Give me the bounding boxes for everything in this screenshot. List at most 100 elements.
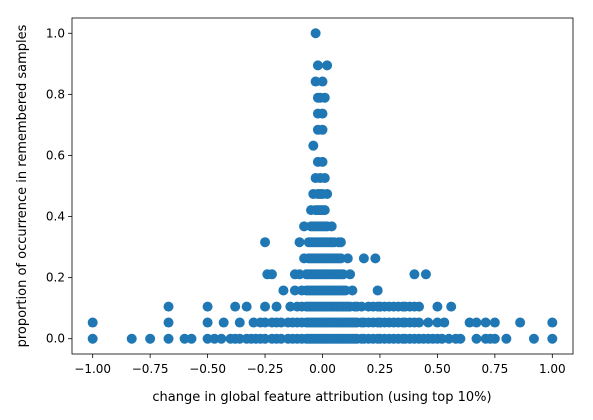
data-point (489, 317, 500, 328)
x-tick-label: −0.25 (247, 362, 284, 376)
x-tick-label: −0.75 (132, 362, 169, 376)
data-point (308, 140, 319, 151)
data-point (432, 317, 443, 328)
x-tick-label: 1.00 (539, 362, 566, 376)
y-tick-label: 0.0 (46, 332, 65, 346)
data-point (163, 317, 174, 328)
data-point (322, 60, 333, 71)
data-point (216, 333, 227, 344)
data-point (310, 76, 321, 87)
y-tick-label: 0.2 (46, 271, 65, 285)
data-point (414, 317, 425, 328)
data-point (319, 205, 330, 216)
data-point (294, 237, 305, 248)
data-point (319, 173, 330, 184)
x-tick-label: 0.25 (367, 362, 394, 376)
data-point (163, 333, 174, 344)
data-point (310, 28, 321, 39)
data-point (179, 333, 190, 344)
y-tick-label: 0.4 (46, 210, 65, 224)
data-point (285, 301, 296, 312)
data-point (234, 317, 245, 328)
data-point (248, 317, 259, 328)
data-point (455, 333, 466, 344)
data-point (317, 124, 328, 135)
data-point (241, 301, 252, 312)
data-point (340, 285, 351, 296)
data-point (218, 317, 229, 328)
data-point (335, 237, 346, 248)
data-point (322, 188, 333, 199)
data-point (501, 333, 512, 344)
data-point (312, 60, 323, 71)
data-point (338, 269, 349, 280)
data-point (446, 301, 457, 312)
data-point (423, 317, 434, 328)
data-point (414, 301, 425, 312)
data-point (317, 156, 328, 167)
x-tick-label: 0.50 (424, 362, 451, 376)
data-point (260, 317, 271, 328)
x-axis-ticks: −1.00 −0.75 −0.50 −0.25 0.00 0.25 0.50 0.75 1.00 (74, 354, 566, 376)
data-point (126, 333, 137, 344)
data-point (230, 301, 241, 312)
data-point (515, 317, 526, 328)
data-point (480, 317, 491, 328)
data-point (372, 285, 383, 296)
data-point (547, 333, 558, 344)
data-point (358, 253, 369, 264)
x-tick-label: 0.75 (482, 362, 509, 376)
data-point (326, 221, 337, 232)
data-point (271, 301, 282, 312)
data-point (317, 108, 328, 119)
data-point (420, 269, 431, 280)
data-point (443, 333, 454, 344)
data-point (547, 317, 558, 328)
y-tick-label: 1.0 (46, 26, 65, 40)
data-point (370, 253, 381, 264)
y-tick-label: 0.6 (46, 148, 65, 162)
data-point (356, 301, 367, 312)
x-tick-label: −0.50 (189, 362, 226, 376)
y-axis-ticks: 0.0 0.2 0.4 0.6 0.8 1.0 (46, 26, 72, 346)
data-point (266, 269, 277, 280)
data-point (289, 285, 300, 296)
data-point (276, 317, 287, 328)
data-point (87, 317, 98, 328)
data-point (319, 92, 330, 103)
data-point (432, 301, 443, 312)
data-point (163, 301, 174, 312)
x-tick-label: 0.00 (309, 362, 336, 376)
data-point (342, 253, 353, 264)
data-point (489, 333, 500, 344)
data-point (409, 269, 420, 280)
data-point (528, 333, 539, 344)
data-point (145, 333, 156, 344)
x-axis-label: change in global feature attribution (us… (152, 390, 491, 405)
data-point (299, 221, 310, 232)
data-point (202, 317, 213, 328)
data-point (464, 317, 475, 328)
data-point (471, 317, 482, 328)
data-point (202, 301, 213, 312)
data-point (234, 333, 245, 344)
data-point (209, 333, 220, 344)
data-point (437, 333, 447, 344)
data-point (278, 285, 289, 296)
y-tick-label: 0.8 (46, 87, 65, 101)
data-point (471, 333, 482, 344)
data-point (260, 237, 271, 248)
data-point (186, 333, 197, 344)
y-axis-label: proportion of occurrence in remembered s… (15, 24, 30, 347)
data-points (87, 28, 558, 344)
data-point (294, 269, 305, 280)
data-point (317, 76, 328, 87)
data-point (87, 333, 98, 344)
data-point (335, 253, 346, 264)
data-point (345, 269, 356, 280)
data-point (347, 285, 358, 296)
data-point (276, 333, 287, 344)
